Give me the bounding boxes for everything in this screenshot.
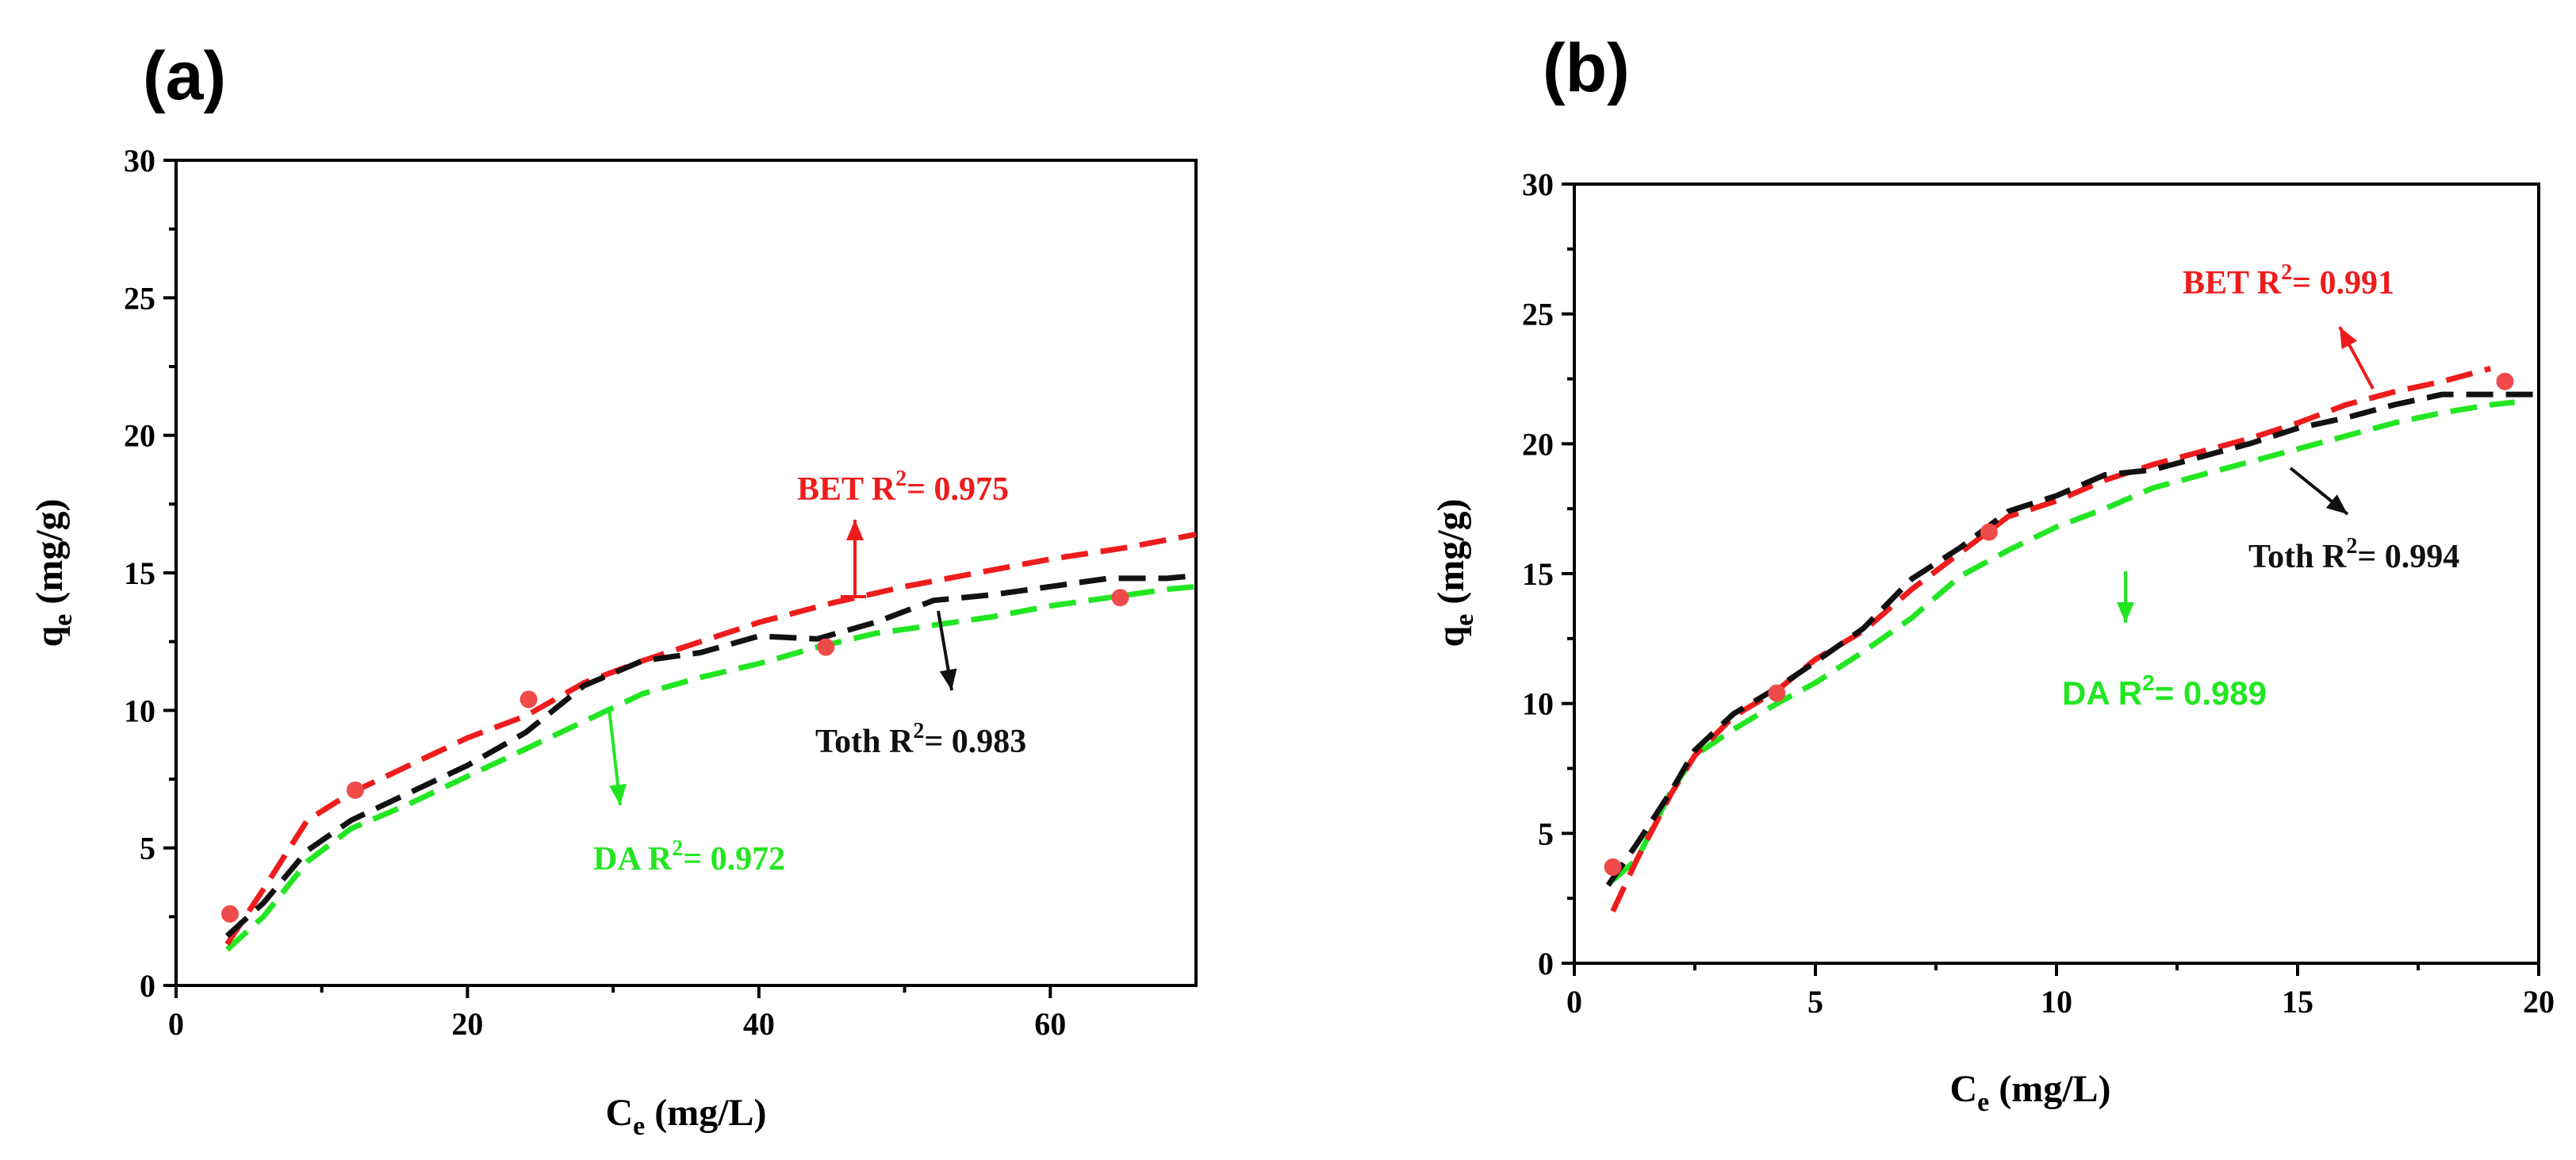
- y-tick-label: 15: [124, 555, 155, 591]
- x-tick-label: 0: [1566, 984, 1582, 1020]
- data-point: [1768, 684, 1786, 702]
- data-point: [817, 638, 835, 656]
- annotation-bet-r2: BET R2= 0.975: [797, 467, 1009, 508]
- y-tick-label: 20: [1522, 426, 1554, 462]
- x-axis-title: Ce (mg/L): [605, 1092, 766, 1141]
- y-tick-label: 10: [124, 693, 155, 728]
- y-tick-label: 25: [124, 280, 155, 316]
- y-tick-label: 0: [140, 968, 155, 1004]
- x-tick-label: 60: [1034, 1006, 1066, 1042]
- y-tick-label: 20: [124, 418, 155, 454]
- x-tick-label: 10: [2041, 984, 2072, 1020]
- data-point: [1604, 858, 1622, 876]
- data-point: [1980, 523, 1998, 541]
- x-tick-label: 20: [2523, 984, 2555, 1020]
- axis-ticks: 0 5 10 15 20 0 5 10 15 20 25 30: [1522, 167, 2555, 1020]
- data-point: [2496, 372, 2514, 390]
- axis-ticks: 0 20 40 60 0 5 10 15 20 25 30: [124, 143, 1066, 1042]
- y-tick-label: 30: [1522, 167, 1554, 202]
- y-axis-title: qe (mg/g): [1430, 498, 1479, 647]
- y-tick-label: 25: [1522, 297, 1554, 332]
- series-line-toth: [1605, 391, 2539, 887]
- annotation-toth-r2: Toth R2= 0.994: [2248, 534, 2459, 575]
- data-point: [1111, 589, 1129, 607]
- y-tick-label: 15: [1522, 556, 1554, 592]
- data-point: [519, 690, 538, 709]
- annotation-arrowhead-bet: [2340, 327, 2358, 350]
- panel-label: (b): [1543, 30, 1630, 106]
- panel-label: (a): [143, 38, 226, 114]
- annotation-arrowhead-da: [609, 783, 627, 805]
- data-point: [346, 781, 364, 799]
- data-point: [220, 905, 239, 923]
- annotation-da-r2: DA R2= 0.989: [2062, 670, 2267, 712]
- chart-panel-a: (a) 0 20 40 60 0 5 10 15 20 25 30 BET R2= 0.975 Tot…: [29, 38, 1198, 1141]
- y-tick-label: 0: [1538, 946, 1554, 981]
- series-line-bet: [224, 532, 1197, 946]
- x-axis-title: Ce (mg/L): [1949, 1068, 2110, 1117]
- annotation-bet-r2: BET R2= 0.991: [2183, 260, 2394, 302]
- scatter-layer: [220, 589, 1129, 923]
- series-line-da: [224, 583, 1197, 952]
- annotation-layer: BET R2= 0.991 Toth R2= 0.994 DA R2= 0.989: [2062, 260, 2459, 712]
- x-tick-label: 15: [2282, 984, 2313, 1020]
- scatter-layer: [1604, 372, 2514, 876]
- y-axis-title: qe (mg/g): [29, 498, 78, 647]
- series-line-toth: [224, 573, 1197, 939]
- y-tick-label: 5: [140, 831, 155, 866]
- y-tick-label: 10: [1522, 686, 1554, 722]
- series-line-da: [1611, 399, 2515, 882]
- annotation-arrowhead-toth: [2325, 494, 2348, 514]
- x-tick-label: 5: [1807, 984, 1823, 1020]
- x-tick-label: 20: [451, 1006, 483, 1042]
- series-layer: [1605, 366, 2539, 912]
- series-layer: [224, 532, 1197, 952]
- annotation-da-r2: DA R2= 0.972: [593, 836, 785, 878]
- annotation-toth-r2: Toth R2= 0.983: [815, 719, 1026, 760]
- series-line-bet: [1610, 366, 2492, 912]
- x-tick-label: 40: [743, 1006, 775, 1042]
- y-tick-label: 5: [1538, 816, 1554, 851]
- chart-panel-b: (b) 0 5 10 15 20 0 5 10 15 20 25 30 BET R2= 0.991 To…: [1430, 30, 2555, 1117]
- annotation-arrowhead-bet: [846, 520, 864, 540]
- y-tick-label: 30: [124, 143, 155, 179]
- annotation-layer: BET R2= 0.975 Toth R2= 0.983 DA R2= 0.972: [593, 467, 1026, 878]
- annotation-arrowhead-da: [2117, 602, 2134, 623]
- x-tick-label: 0: [168, 1006, 184, 1042]
- annotation-arrowhead-toth: [939, 668, 957, 690]
